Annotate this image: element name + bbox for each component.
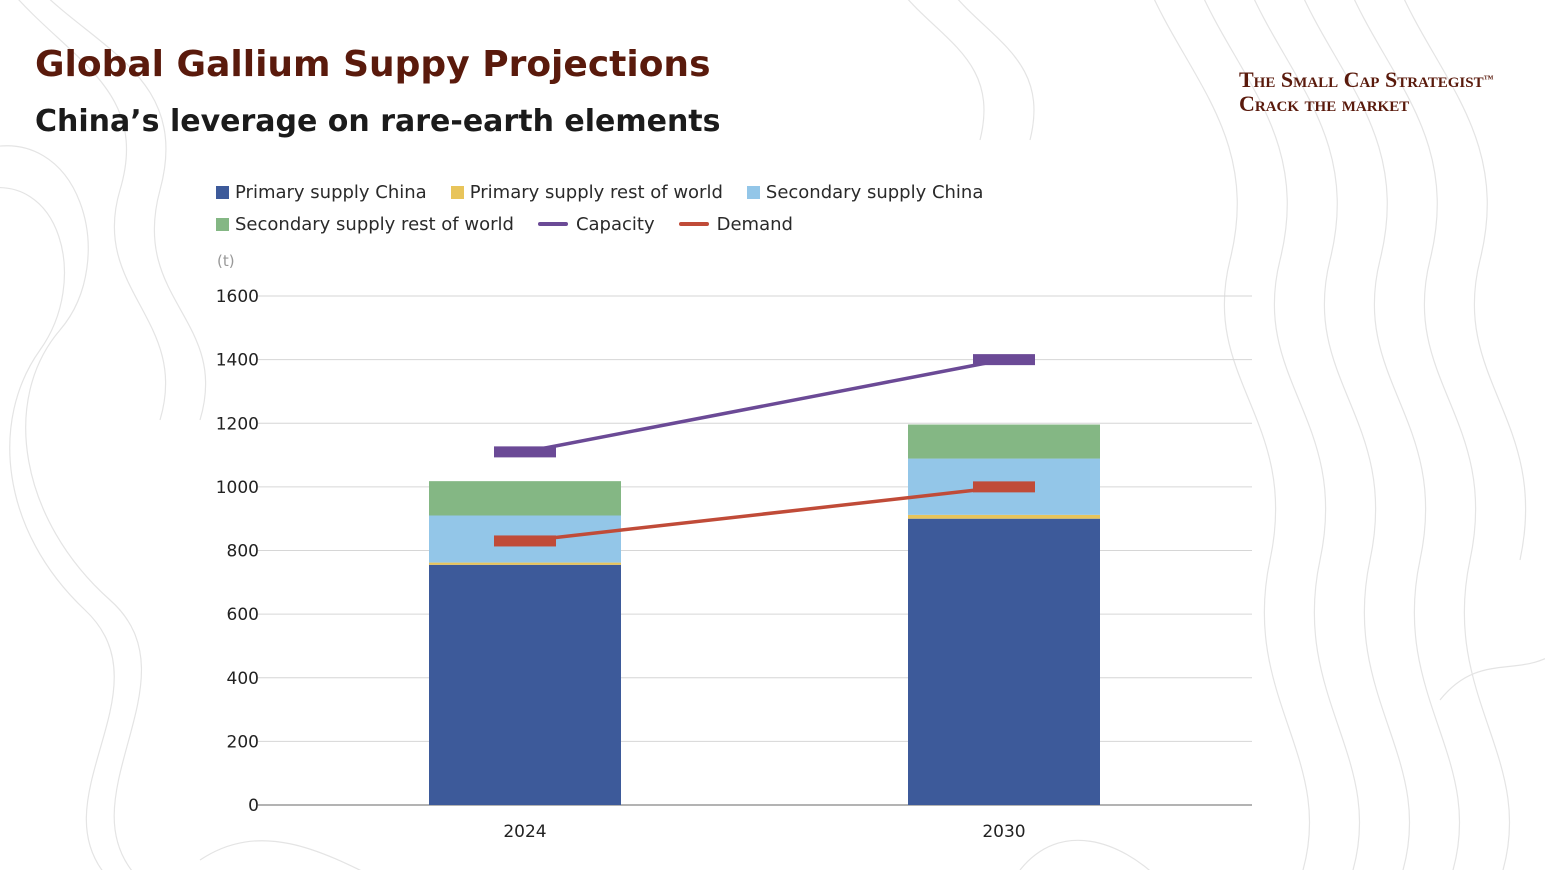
bar-segment-primary-supply-china <box>908 518 1100 805</box>
y-tick-label: 1000 <box>216 478 259 498</box>
x-tick-label: 2024 <box>503 822 546 842</box>
chart-legend: Primary supply China Primary supply rest… <box>216 176 1036 240</box>
y-tick-label: 1400 <box>216 351 259 371</box>
y-tick-label: 0 <box>248 796 259 816</box>
brand-logo: The Small Cap Strategist™ Crack the mark… <box>1239 68 1494 116</box>
page-title: Global Gallium Suppy Projections <box>35 44 711 85</box>
demand-marker <box>973 481 1035 493</box>
y-tick-label: 1200 <box>216 414 259 434</box>
y-tick-label: 200 <box>227 732 259 752</box>
bar-segment-primary-supply-rest-of-world <box>908 514 1100 519</box>
trademark: ™ <box>1483 74 1494 85</box>
capacity-line <box>524 357 1005 454</box>
y-tick-label: 1600 <box>216 287 259 307</box>
legend-item-capacity: Capacity <box>537 213 655 235</box>
legend-swatch-primary-china <box>216 185 229 199</box>
bar-segment-primary-supply-china <box>429 564 621 805</box>
legend-label: Capacity <box>575 213 655 235</box>
brand-name: The Small Cap Strategist <box>1239 67 1484 92</box>
x-tick-label: 2030 <box>982 822 1025 842</box>
brand-tagline: Crack the market <box>1239 91 1410 116</box>
legend-item-demand: Demand <box>678 213 793 235</box>
legend-swatch-primary-row <box>450 185 464 199</box>
y-axis-unit-label: (t) <box>217 252 235 270</box>
legend-swatch-demand <box>678 222 709 226</box>
legend-item-secondary-row: Secondary supply rest of world <box>216 214 514 235</box>
legend-item-primary-row: Primary supply rest of world <box>450 181 723 203</box>
bar-segment-secondary-supply-rest-of-world <box>429 481 621 516</box>
bar-segment-secondary-supply-rest-of-world <box>908 424 1100 459</box>
legend-label: Primary supply rest of world <box>469 181 723 203</box>
demand-marker <box>494 535 556 547</box>
bar-segment-primary-supply-rest-of-world <box>429 562 621 565</box>
legend-label: Secondary supply China <box>765 181 984 203</box>
legend-item-primary-china: Primary supply China <box>216 182 427 203</box>
legend-label: Primary supply China <box>235 181 427 203</box>
legend-label: Secondary supply rest of world <box>235 213 514 235</box>
legend-label: Demand <box>716 213 793 235</box>
capacity-marker <box>494 446 556 458</box>
y-tick-label: 400 <box>227 669 259 689</box>
y-tick-label: 800 <box>227 542 259 562</box>
y-tick-label: 600 <box>227 605 259 625</box>
legend-swatch-secondary-row <box>216 217 229 231</box>
capacity-marker <box>973 354 1035 366</box>
demand-line <box>524 485 1005 543</box>
legend-item-secondary-china: Secondary supply China <box>746 181 984 203</box>
page-subtitle: China’s leverage on rare-earth elements <box>35 104 721 139</box>
legend-swatch-secondary-china <box>746 185 760 199</box>
legend-swatch-capacity <box>537 222 568 226</box>
